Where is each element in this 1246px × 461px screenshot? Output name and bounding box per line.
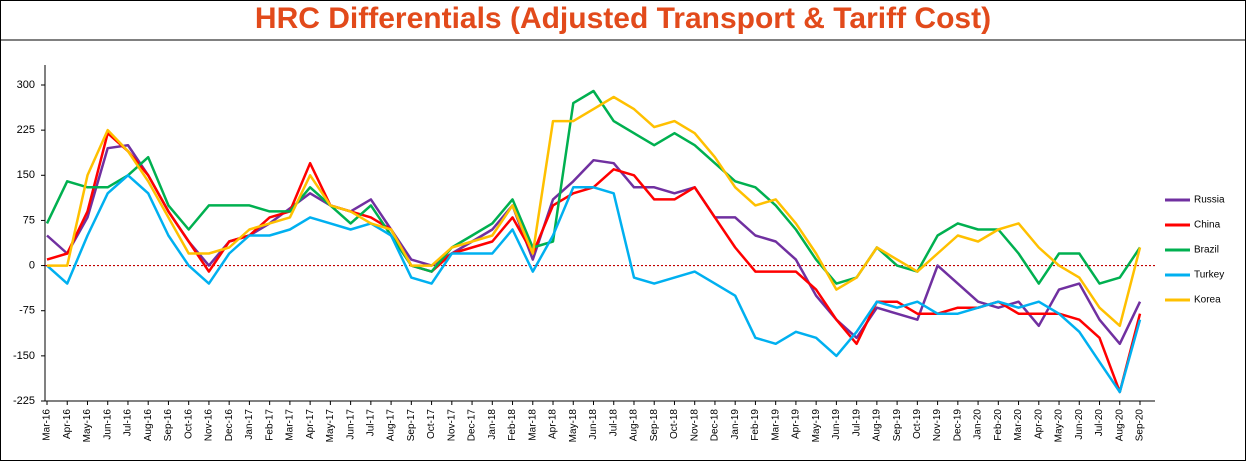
x-tick-label: Mar-18 [527,409,538,441]
x-tick-label: Nov-16 [204,409,215,442]
y-tick-label: -225 [13,395,35,407]
x-tick-label: Mar-16 [42,409,53,441]
x-tick-label: Sep-16 [163,409,174,442]
x-tick-label: Dec-17 [467,409,478,442]
x-tick-label: Mar-17 [285,409,296,441]
series-line [45,89,1142,285]
x-tick-label: Jan-18 [487,409,498,440]
x-tick-label: Jun-17 [345,409,356,440]
y-tick-label: 150 [17,169,35,181]
x-tick-label: May-18 [568,409,579,443]
x-tick-label: Jan-19 [730,409,741,440]
x-tick-label: Apr-16 [62,409,73,439]
x-tick-label: Mar-20 [1013,409,1024,441]
x-tick-label: May-16 [82,409,93,443]
x-tick-label: Oct-18 [669,409,680,439]
legend-label: Russia [1194,195,1225,206]
x-tick-label: Sep-17 [406,409,417,442]
x-tick-label: Oct-19 [912,409,923,439]
x-tick-label: Jan-17 [244,409,255,440]
x-tick-label: Oct-16 [183,409,194,439]
y-tick-label: 225 [17,124,35,136]
legend-label: Korea [1194,295,1221,306]
y-tick-label: 0 [29,259,35,271]
x-tick-label: Feb-17 [264,409,275,441]
x-tick-label: Apr-20 [1033,409,1044,439]
x-tick-label: Nov-18 [689,409,700,442]
x-tick-label: Dec-19 [952,409,963,442]
series-line [47,95,1142,328]
legend-label: Brazil [1194,245,1219,256]
x-tick-label: Jul-20 [1094,409,1105,437]
x-tick-label: Sep-20 [1135,409,1146,442]
x-tick-label: Aug-17 [386,409,397,442]
y-tick-label: 300 [17,79,35,91]
x-tick-label: Aug-20 [1114,409,1125,442]
chart-title: HRC Differentials (Adjusted Transport & … [255,2,991,35]
x-tick-label: May-17 [325,409,336,443]
x-tick-label: Jul-18 [608,409,619,437]
x-tick-label: Jun-18 [588,409,599,440]
x-tick-label: Aug-16 [143,409,154,442]
x-tick-label: Jul-19 [851,409,862,437]
series-line [46,174,1142,394]
x-tick-label: May-20 [1054,409,1065,443]
x-tick-label: Jul-17 [365,409,376,437]
x-tick-label: Mar-19 [770,409,781,441]
x-tick-label: Jan-20 [973,409,984,440]
x-tick-label: Apr-17 [305,409,316,439]
x-tick-label: Jun-19 [831,409,842,440]
x-tick-label: Aug-18 [629,409,640,442]
x-tick-label: Jun-16 [102,409,113,440]
x-tick-label: Dec-18 [710,409,721,442]
x-tick-label: Sep-18 [649,409,660,442]
x-tick-label: Apr-19 [791,409,802,439]
x-tick-label: Sep-19 [892,409,903,442]
x-tick-label: Jun-20 [1074,409,1085,440]
legend-label: China [1194,220,1221,231]
y-tick-label: -75 [19,305,35,317]
x-tick-label: Aug-19 [872,409,883,442]
x-tick-label: Oct-17 [426,409,437,439]
x-tick-label: Feb-19 [750,409,761,441]
x-tick-label: Nov-17 [446,409,457,442]
x-tick-label: Apr-18 [548,409,559,439]
x-tick-label: Dec-16 [224,409,235,442]
x-tick-label: May-19 [811,409,822,443]
y-tick-label: 75 [23,214,35,226]
y-tick-label: -150 [13,350,35,362]
legend-label: Turkey [1194,270,1224,281]
x-tick-label: Feb-20 [993,409,1004,441]
x-tick-label: Feb-18 [507,409,518,441]
x-tick-label: Nov-19 [932,409,943,442]
x-tick-label: Jul-16 [123,409,134,437]
